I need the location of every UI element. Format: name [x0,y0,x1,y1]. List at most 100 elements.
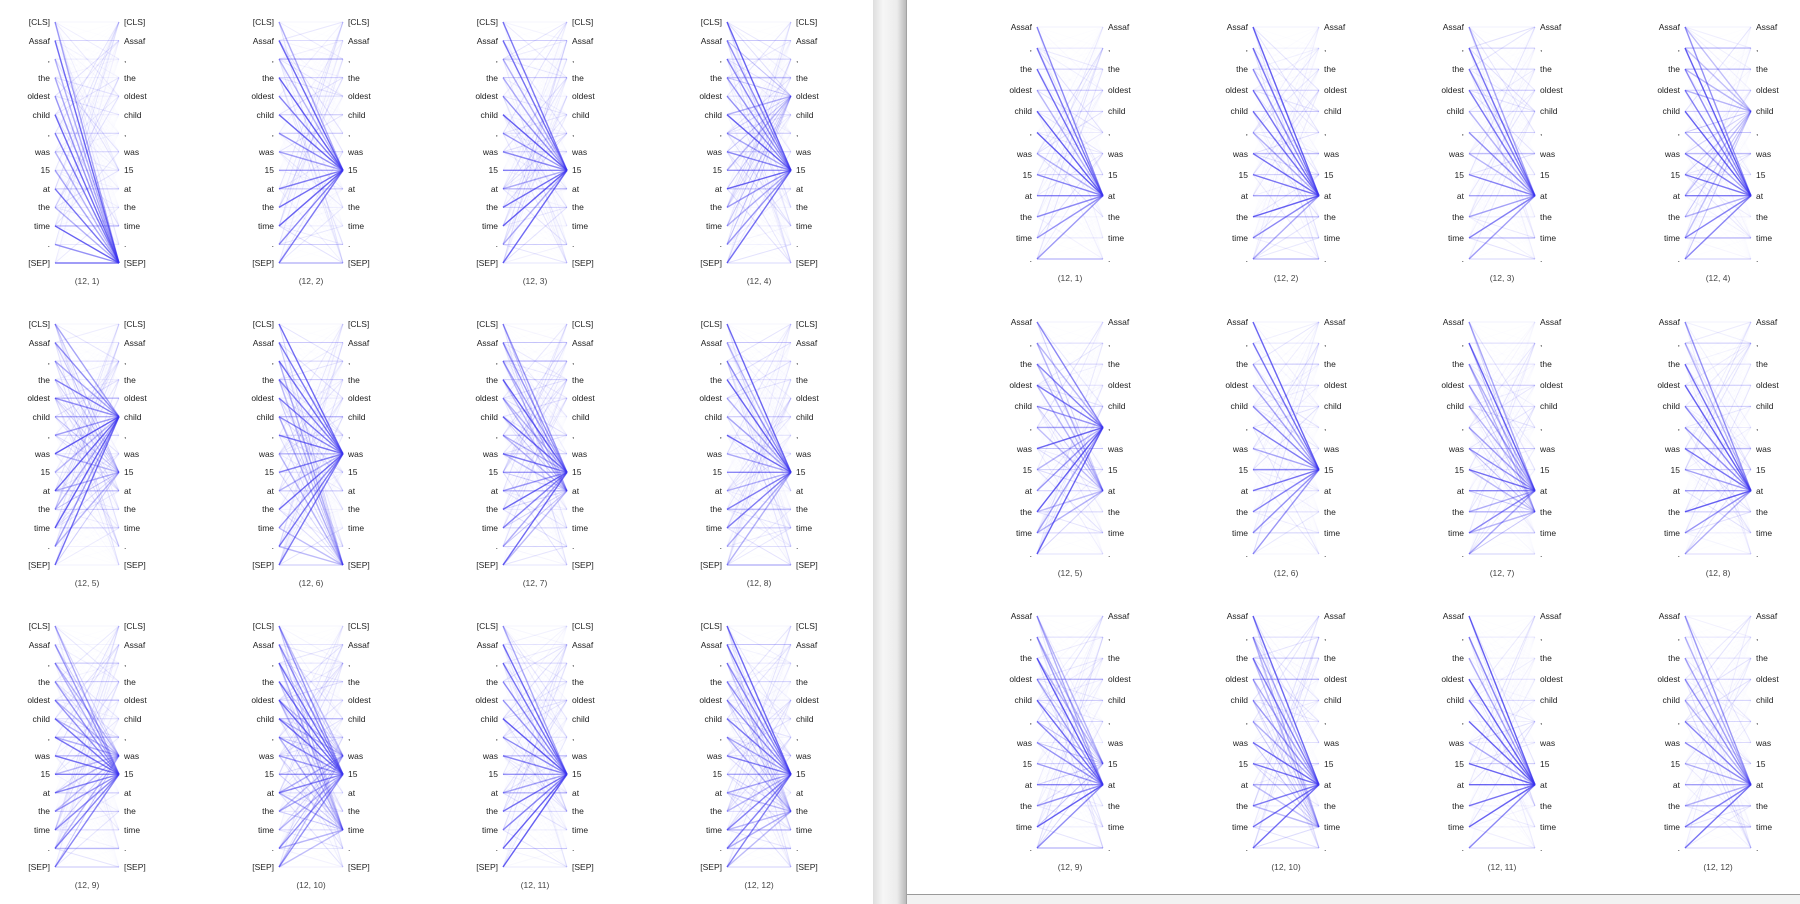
attention-link [1468,784,1536,849]
attention-link [502,773,568,868]
source-token-label: . [47,843,50,854]
source-token-label: 15 [1238,758,1248,769]
attention-link [54,718,120,775]
target-token-label: time [1540,232,1557,243]
attention-link [1252,657,1320,786]
attention-link [278,644,344,775]
target-token-label: time [124,220,141,231]
target-token-label: child [1756,106,1774,117]
source-token-label: , [1677,338,1680,349]
attention-link [1036,657,1104,828]
attention-link [502,644,568,849]
source-token-label: , [1677,127,1680,138]
attention-link [1036,615,1104,764]
source-token-label: the [38,202,50,213]
attention-link [726,397,792,529]
target-token-label: [SEP] [124,258,146,268]
attention-link [502,434,568,455]
source-token-label: Assaf [252,639,274,650]
attention-link [502,151,568,190]
attention-link [54,21,120,97]
target-token-label: at [1756,779,1764,790]
attention-link [1036,763,1104,807]
source-token-label: , [719,128,722,139]
attention-link [1468,68,1536,154]
attention-link [1252,26,1320,260]
attention-link [1252,237,1320,260]
source-token-label: the [486,374,498,385]
attention-link [1036,195,1104,218]
source-token-label: the [38,72,50,83]
target-token-label: , [124,54,127,65]
source-token-label: [SEP] [28,258,50,268]
attention-link [726,644,792,701]
attention-link [502,132,568,190]
target-token-label: , [1324,632,1327,643]
attention-link [1036,657,1104,680]
source-token-label: child [1014,695,1032,706]
attention-link [726,77,792,208]
attention-link [1684,321,1752,449]
attention-link [278,77,344,97]
attention-link [502,644,568,720]
attention-link [278,379,344,436]
target-token-label: oldest [796,393,819,404]
target-token-label: , [572,128,575,139]
attention-link [1252,89,1320,112]
target-token-label: child [1756,401,1774,412]
source-token-label: oldest [1009,85,1032,96]
source-token-label: 15 [712,467,722,478]
attention-link [1252,657,1320,785]
attention-link [1684,26,1752,112]
target-token-label: [SEP] [572,258,594,268]
attention-link [1252,384,1320,449]
target-token-label: child [572,713,590,724]
attention-link [1468,762,1536,786]
source-token-label: the [1668,506,1680,517]
target-token-label: . [796,239,799,250]
attention-link [54,114,120,190]
target-token-label: the [1324,653,1336,664]
attention-link [726,323,792,473]
attention-link [54,40,120,116]
attention-link [278,755,344,831]
attention-link [1684,406,1752,470]
attention-link [278,323,344,455]
attention-link [1252,615,1320,701]
target-token-label: oldest [1540,85,1563,96]
target-token-label: time [796,522,813,533]
attention-link [1252,742,1320,828]
attention-link [1468,657,1536,764]
attention-link [726,323,792,454]
source-token-label: Assaf [252,337,274,348]
attention-link [1684,26,1752,112]
attention-link [1036,110,1104,133]
attention-link [726,718,792,757]
attention-link [54,453,120,473]
attention-link [1036,363,1104,386]
attention-link [278,662,344,757]
attention-link [1036,636,1104,828]
target-token-label: 15 [1324,758,1334,769]
attention-link [726,810,792,850]
attention-link [1036,363,1104,492]
attention-link [1036,469,1104,492]
attention-link [54,625,120,756]
source-token-label: 15 [1238,464,1248,475]
attention-link [502,77,568,190]
target-token-label: , [1540,127,1543,138]
attention-link [502,662,568,738]
attention-link [1036,153,1104,197]
target-token-label: the [124,676,136,687]
attention-link [726,773,792,812]
attention-link [54,323,120,492]
target-token-label: child [1324,695,1342,706]
attention-link [1684,678,1752,722]
attention-link [54,360,120,473]
attention-link [726,471,792,566]
attention-link [502,360,568,381]
attention-link [54,644,120,757]
attention-link [1468,721,1536,828]
attention-link [726,21,792,78]
attention-link [502,169,568,190]
